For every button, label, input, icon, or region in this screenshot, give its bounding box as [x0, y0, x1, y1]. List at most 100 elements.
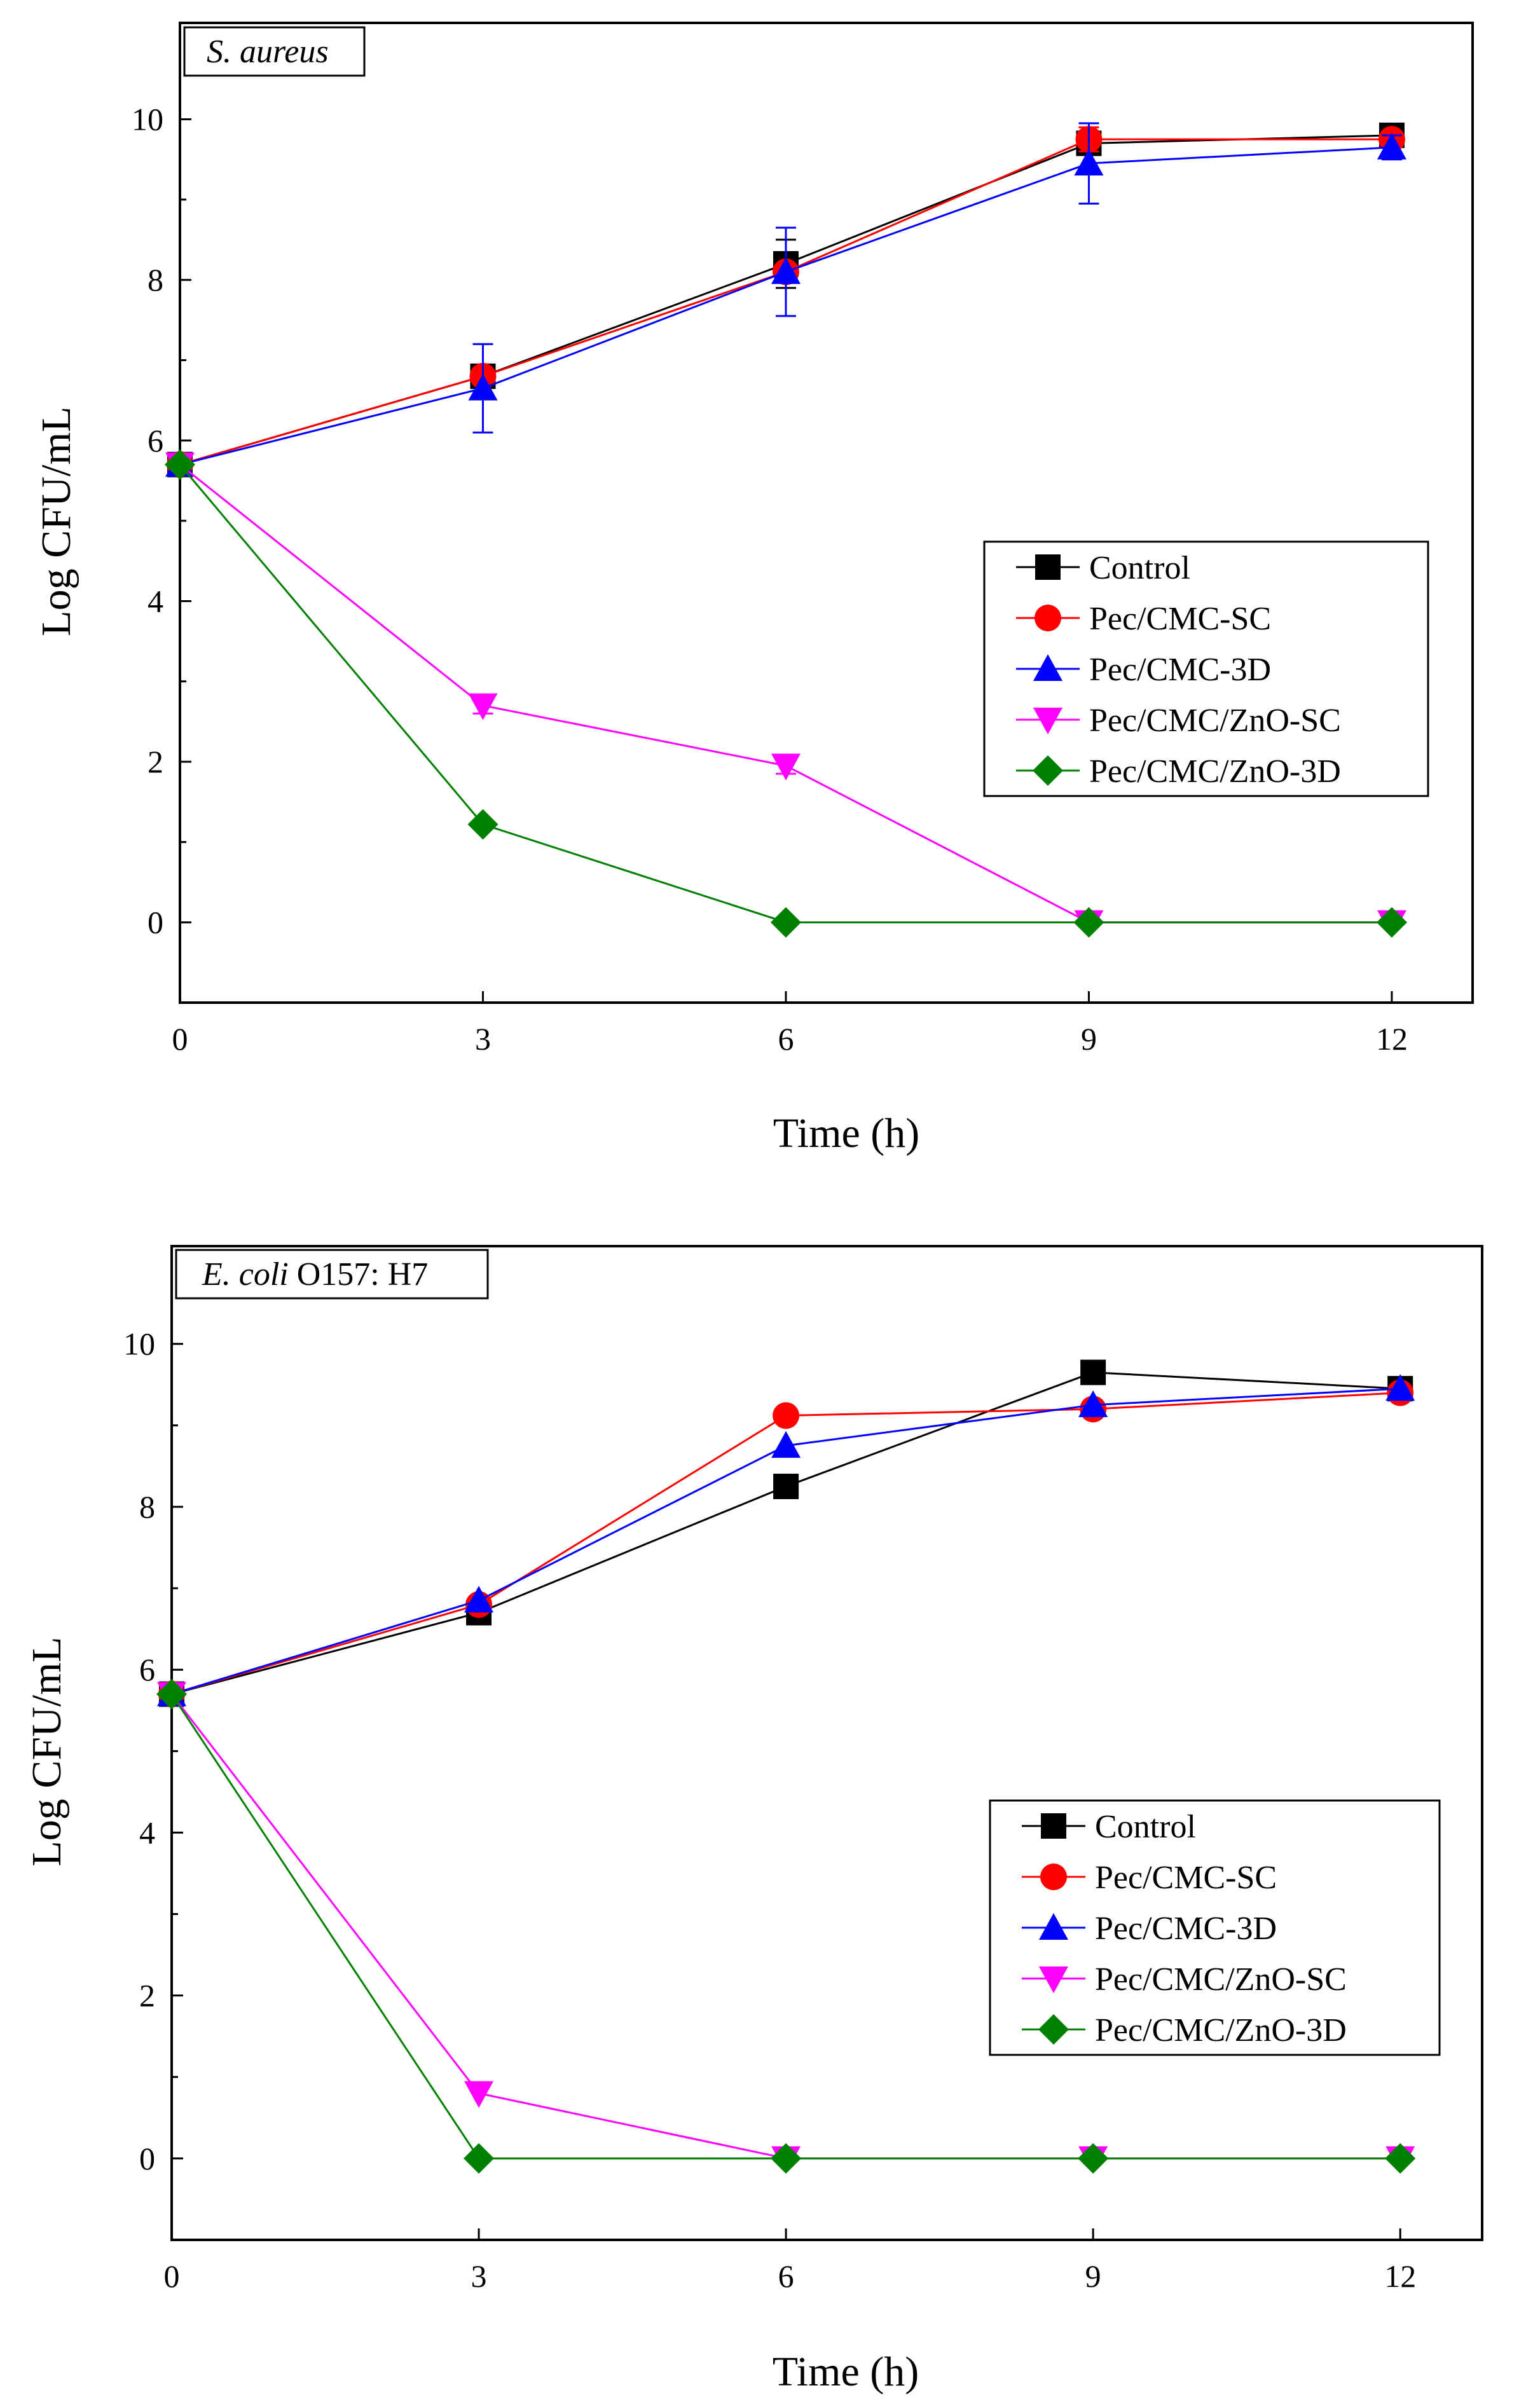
legend-entry-pec-cmc-sc: Pec/CMC-SC: [1022, 1860, 1277, 1896]
y-tick-label: 0: [139, 2141, 155, 2176]
legend: Control Pec/CMC-SC Pec/CMC-3D Pec/CMC/ZnO-S…: [983, 540, 1429, 797]
data-point: [464, 2081, 494, 2108]
legend-label: Pec/CMC/ZnO-3D: [1089, 753, 1341, 790]
legend-label: Control: [1095, 1809, 1196, 1845]
x-tick-label: 9: [1081, 1021, 1097, 1057]
data-point: [467, 809, 498, 840]
legend-label: Pec/CMC/ZnO-3D: [1095, 2012, 1347, 2049]
x-tick-label: 0: [172, 1021, 188, 1057]
plot-frame: [179, 22, 1474, 1004]
legend-label: Pec/CMC-3D: [1095, 1911, 1277, 1947]
legend-label: Pec/CMC-SC: [1089, 601, 1271, 637]
series-pec-cmc-zno-3d: [165, 449, 1407, 938]
legend: Control Pec/CMC-SC Pec/CMC-3D Pec/CMC/ZnO-S…: [989, 1799, 1441, 2056]
y-axis: 0 2 4 6 8 10: [123, 1326, 183, 2176]
y-tick-label: 6: [139, 1652, 155, 1687]
legend-entry-pec-cmc-zno-sc: Pec/CMC/ZnO-SC: [1022, 1961, 1347, 1998]
data-point: [771, 257, 801, 284]
data-point: [1385, 1374, 1415, 1401]
y-tick-label: 8: [148, 262, 163, 298]
x-axis-title: Time (h): [773, 2349, 919, 2395]
data-point: [1078, 1390, 1108, 1417]
data-point: [165, 449, 195, 480]
legend-marker: [1040, 1863, 1067, 1890]
legend-marker: [1033, 755, 1063, 786]
series-pec-cmc-zno-3d: [156, 1678, 1416, 2174]
legend-marker: [1035, 605, 1061, 631]
data-point: [1080, 1359, 1106, 1385]
chart-panel-s-aureus: 0 3 6 9 12 0 2 4 6 8 10 Time (h) Log CFU/mL S. au…: [33, 22, 1474, 1156]
y-tick-label: 2: [148, 744, 163, 779]
legend-entry-pec-cmc-zno-sc: Pec/CMC/ZnO-SC: [1016, 703, 1341, 739]
panel-label-box: E. coli O157: H7: [175, 1249, 489, 1300]
legend-entry-control: Control: [1016, 550, 1190, 586]
y-tick-label: 8: [139, 1489, 155, 1525]
panel-label: E. coli O157: H7: [202, 1256, 428, 1293]
y-tick-label: 2: [139, 1978, 155, 2014]
data-point: [468, 693, 498, 720]
chart-panel-e-coli: 0 3 6 9 12 0 2 4 6 8 10 Time (h) Log CFU/mL E. co…: [24, 1245, 1483, 2395]
x-axis: 0 3 6 9 12: [164, 2228, 1416, 2294]
x-tick-label: 12: [1376, 1021, 1408, 1057]
legend-marker: [1033, 708, 1062, 734]
legend-entry-pec-cmc-zno-3d: Pec/CMC/ZnO-3D: [1022, 2012, 1347, 2049]
data-point: [1074, 149, 1104, 176]
legend-entry-pec-cmc-3d: Pec/CMC-3D: [1022, 1911, 1277, 1947]
x-axis-title: Time (h): [773, 1110, 919, 1156]
data-point: [773, 1473, 799, 1499]
y-tick-label: 0: [148, 905, 163, 940]
x-tick-label: 6: [778, 2258, 794, 2294]
data-point: [1376, 907, 1407, 938]
y-axis-title: Log CFU/mL: [33, 406, 79, 636]
data-point: [464, 2143, 495, 2174]
legend-label: Pec/CMC-3D: [1089, 652, 1271, 688]
legend-marker: [1038, 2014, 1069, 2045]
y-tick-label: 6: [148, 423, 163, 458]
legend-marker: [1039, 1966, 1068, 1993]
data-point: [1385, 2143, 1416, 2174]
x-tick-label: 12: [1384, 2258, 1416, 2294]
y-tick-label: 10: [132, 102, 163, 137]
data-point: [771, 753, 801, 781]
data-point: [771, 2143, 802, 2174]
panel-label-box: S. aureus: [183, 26, 366, 77]
data-point: [468, 373, 498, 401]
data-point: [1377, 132, 1406, 160]
legend-marker: [1039, 1913, 1068, 1940]
y-tick-label: 4: [139, 1815, 155, 1850]
legend-label: Control: [1089, 550, 1190, 586]
legend-label: Pec/CMC/ZnO-SC: [1089, 703, 1341, 739]
panel-label-part: S. aureus: [207, 34, 329, 70]
y-axis-title: Log CFU/mL: [24, 1637, 70, 1866]
y-tick-label: 10: [123, 1326, 155, 1362]
legend-entry-pec-cmc-3d: Pec/CMC-3D: [1016, 652, 1271, 688]
legend-entry-control: Control: [1022, 1809, 1196, 1845]
data-point: [464, 1586, 494, 1613]
x-tick-label: 6: [778, 1021, 794, 1057]
legend-label: Pec/CMC-SC: [1095, 1860, 1277, 1896]
legend-label: Pec/CMC/ZnO-SC: [1095, 1961, 1347, 1998]
legend-entry-pec-cmc-sc: Pec/CMC-SC: [1016, 601, 1271, 637]
y-axis: 0 2 4 6 8 10: [132, 102, 191, 940]
x-tick-label: 3: [475, 1021, 491, 1057]
data-point: [1078, 2143, 1109, 2174]
data-point: [771, 1431, 801, 1458]
panel-label-part: O157: H7: [289, 1256, 429, 1293]
chart-marks: [156, 1359, 1416, 2174]
legend-marker: [1033, 654, 1062, 681]
y-tick-label: 4: [148, 583, 163, 619]
panel-label-part: E. coli: [202, 1256, 289, 1293]
legend-marker: [1041, 1813, 1066, 1839]
data-point: [773, 1402, 800, 1429]
legend-marker: [1035, 554, 1061, 580]
panel-label: S. aureus: [207, 34, 329, 70]
plot-frame: [170, 1245, 1483, 2241]
chart-marks: [165, 122, 1407, 938]
x-axis: 0 3 6 9 12: [172, 991, 1408, 1057]
legend-entry-pec-cmc-zno-3d: Pec/CMC/ZnO-3D: [1016, 753, 1341, 790]
data-point: [770, 907, 801, 938]
x-tick-label: 3: [471, 2258, 487, 2294]
data-point: [1073, 907, 1104, 938]
x-tick-label: 0: [164, 2258, 180, 2294]
